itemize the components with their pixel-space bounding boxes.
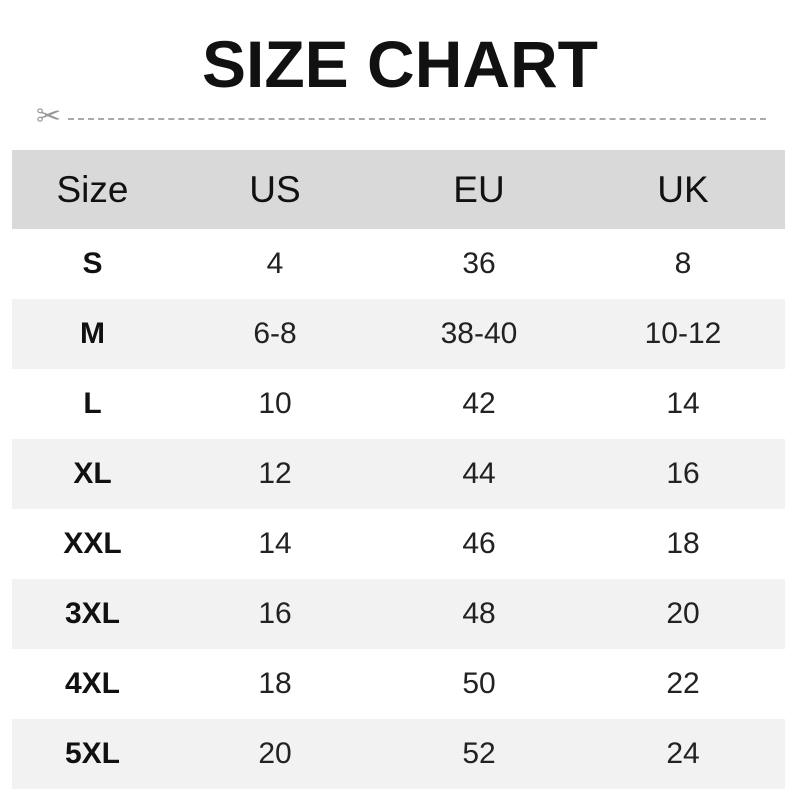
cell-eu: 52 — [377, 719, 581, 789]
cell-uk: 16 — [581, 439, 785, 509]
cell-eu: 42 — [462, 387, 496, 420]
cell-us: 14 — [258, 527, 292, 560]
table-row: 3XL 16 48 20 — [12, 579, 785, 649]
column-header-uk: UK — [581, 150, 785, 229]
size-table: Size US EU UK S 4 36 8 M 6-8 38-40 10-12 L 10 42 14 XL 1… — [12, 150, 785, 789]
cell-us: 20 — [173, 719, 377, 789]
cell-eu: 46 — [462, 527, 496, 560]
cell-eu: 50 — [462, 667, 496, 700]
table-row: S 4 36 8 — [12, 229, 785, 299]
cell-size: 3XL — [12, 579, 173, 649]
cell-uk: 8 — [674, 247, 692, 280]
cell-uk: 24 — [581, 719, 785, 789]
cell-eu: 44 — [377, 439, 581, 509]
table-row: M 6-8 38-40 10-12 — [12, 299, 785, 369]
cell-us: 10 — [258, 387, 292, 420]
column-header-eu: EU — [377, 150, 581, 229]
cell-uk: 22 — [666, 667, 700, 700]
cell-us: 4 — [266, 247, 284, 280]
cell-size: 4XL — [64, 667, 121, 700]
cut-line: ✂ — [36, 102, 766, 132]
cell-uk: 14 — [666, 387, 700, 420]
dashed-divider — [68, 118, 766, 120]
table-row: XXL 14 46 18 — [12, 509, 785, 579]
cell-uk: 20 — [581, 579, 785, 649]
cell-us: 6-8 — [173, 299, 377, 369]
cell-uk: 10-12 — [581, 299, 785, 369]
header-row: Size US EU UK — [12, 150, 785, 229]
column-header-size: Size — [12, 150, 173, 229]
cell-uk: 18 — [666, 527, 700, 560]
cell-us: 16 — [173, 579, 377, 649]
cell-size: S — [82, 247, 103, 280]
cell-size: 5XL — [12, 719, 173, 789]
table-row: XL 12 44 16 — [12, 439, 785, 509]
cell-size: M — [12, 299, 173, 369]
table-row: L 10 42 14 — [12, 369, 785, 439]
column-header-us: US — [173, 150, 377, 229]
cell-size: XL — [12, 439, 173, 509]
scissors-icon: ✂ — [36, 100, 62, 133]
cell-eu: 36 — [462, 247, 496, 280]
cell-us: 12 — [173, 439, 377, 509]
cell-eu: 48 — [377, 579, 581, 649]
table-row: 5XL 20 52 24 — [12, 719, 785, 789]
cell-size: L — [83, 387, 102, 420]
cell-us: 18 — [258, 667, 292, 700]
page-title: SIZE CHART — [202, 27, 598, 101]
cell-eu: 38-40 — [377, 299, 581, 369]
table-row: 4XL 18 50 22 — [12, 649, 785, 719]
cell-size: XXL — [63, 527, 122, 560]
